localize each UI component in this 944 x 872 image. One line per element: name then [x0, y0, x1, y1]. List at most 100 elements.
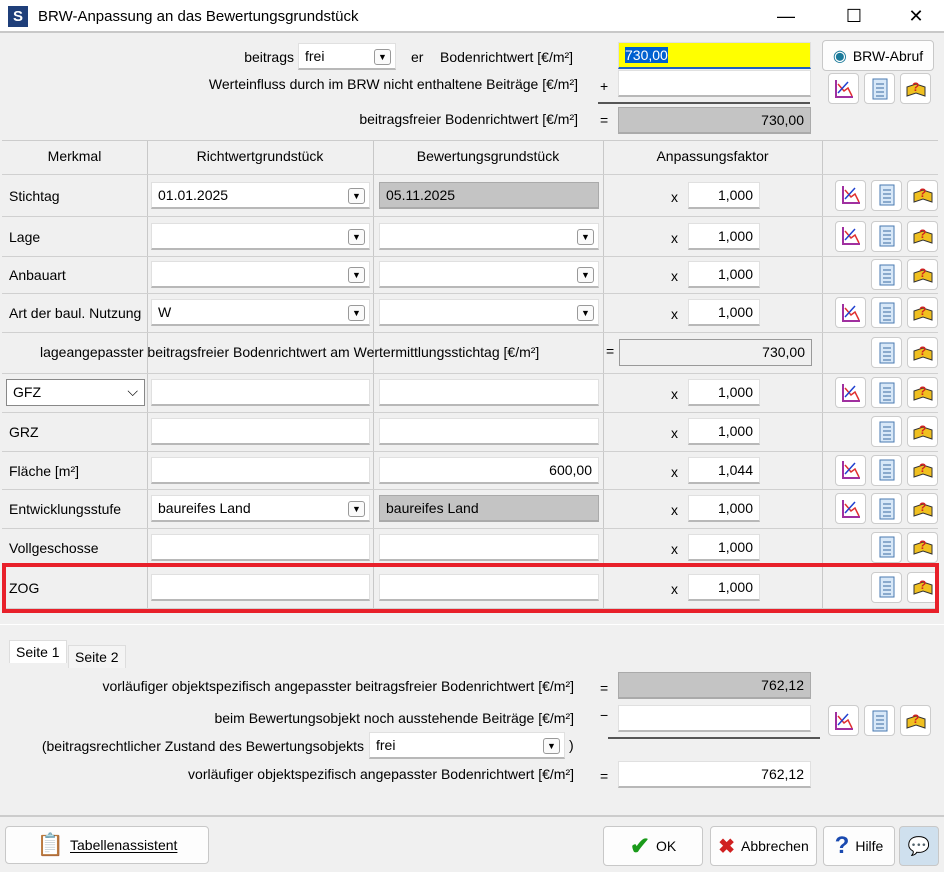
richtwert-field[interactable]: [151, 418, 370, 445]
book-button[interactable]: ?: [900, 705, 931, 736]
minimize-button[interactable]: —: [777, 6, 795, 26]
book-button[interactable]: ?: [907, 571, 938, 603]
chart-button[interactable]: [835, 297, 866, 328]
dropdown-arrow-icon[interactable]: ▼: [348, 305, 365, 321]
list-button[interactable]: [871, 454, 902, 486]
svg-text:?: ?: [919, 538, 926, 552]
row-icon-group: ?: [871, 416, 938, 447]
bottom-icon-group: ?: [828, 705, 931, 736]
list-button[interactable]: [871, 571, 902, 603]
dropdown-arrow-icon[interactable]: ▼: [374, 49, 391, 65]
beitrags-select[interactable]: frei ▼: [298, 43, 396, 70]
dropdown-arrow-icon[interactable]: ▼: [577, 305, 594, 321]
list-icon: [878, 498, 896, 520]
svg-text:?: ?: [919, 266, 926, 280]
merkmal-select[interactable]: GFZ ⌵: [6, 379, 145, 406]
chart-button[interactable]: [835, 179, 866, 211]
chart-button[interactable]: [828, 705, 859, 736]
richtwert-field[interactable]: [151, 379, 370, 406]
svg-text:?: ?: [912, 80, 919, 94]
help-book-icon: ?: [912, 302, 934, 324]
book-button[interactable]: ?: [907, 377, 938, 408]
book-button[interactable]: ?: [907, 337, 938, 368]
book-button[interactable]: ?: [907, 454, 938, 486]
brw-abruf-button[interactable]: ◉ BRW-Abruf: [822, 40, 934, 71]
bewertung-field[interactable]: [379, 533, 599, 561]
dropdown-arrow-icon[interactable]: ▼: [348, 228, 365, 245]
list-button[interactable]: [871, 179, 902, 211]
brw-input[interactable]: 730,00: [618, 42, 811, 69]
werteinfluss-input[interactable]: [618, 70, 811, 97]
chart-button[interactable]: [835, 454, 866, 486]
richtwert-field[interactable]: 01.01.2025 ▼: [151, 181, 370, 209]
richtwert-field[interactable]: ▼: [151, 222, 370, 250]
bewertung-field[interactable]: ▼: [379, 299, 599, 326]
book-button[interactable]: ?: [907, 259, 938, 290]
book-button[interactable]: ?: [907, 531, 938, 563]
richtwert-field[interactable]: [151, 533, 370, 561]
merkmal-label: Art der baul. Nutzung: [9, 305, 142, 321]
richtwert-field[interactable]: W ▼: [151, 299, 370, 326]
tab-seite-1[interactable]: Seite 1: [9, 640, 67, 663]
chart-button[interactable]: [835, 377, 866, 408]
abbrechen-button[interactable]: ✖ Abbrechen: [710, 826, 817, 866]
list-button[interactable]: [871, 259, 902, 290]
richtwert-field[interactable]: [151, 456, 370, 484]
list-button[interactable]: [871, 377, 902, 408]
dropdown-arrow-icon[interactable]: ▼: [348, 501, 365, 517]
dropdown-arrow-icon[interactable]: ▼: [543, 738, 560, 754]
chat-network-button[interactable]: 💬: [899, 826, 939, 866]
book-button[interactable]: ?: [907, 179, 938, 211]
list-icon: [878, 342, 896, 364]
book-button[interactable]: ?: [907, 297, 938, 328]
factor-value: 1,000: [688, 495, 760, 522]
close-button[interactable]: ✕: [908, 6, 924, 26]
dropdown-arrow-icon[interactable]: ▼: [577, 228, 594, 245]
chart-button[interactable]: [835, 493, 866, 524]
hilfe-button[interactable]: ? Hilfe: [823, 826, 895, 866]
list-button[interactable]: [871, 493, 902, 524]
list-button[interactable]: [871, 220, 902, 252]
table-row: Fläche [m²] 600,00 x 1,044?: [2, 451, 938, 489]
help-book-icon: ?: [912, 382, 934, 404]
table-row: Art der baul. Nutzung W ▼ ▼ x 1,000?: [2, 293, 938, 332]
bewertung-field[interactable]: ▼: [379, 261, 599, 288]
chart-button[interactable]: [828, 73, 859, 104]
ausstehend-input[interactable]: [618, 705, 811, 732]
list-button[interactable]: [864, 705, 895, 736]
table-row: Stichtag 01.01.2025 ▼ 05.11.2025 x 1,000?: [2, 174, 938, 216]
zustand-select[interactable]: frei ▼: [369, 732, 565, 759]
list-button[interactable]: [864, 73, 895, 104]
bewertung-field[interactable]: [379, 379, 599, 406]
merkmal-label: Fläche [m²]: [9, 462, 80, 479]
factor-value: 1,000: [688, 299, 760, 326]
bewertung-field[interactable]: [379, 573, 599, 601]
list-button[interactable]: [871, 531, 902, 563]
bewertung-field[interactable]: [379, 418, 599, 445]
book-button[interactable]: ?: [907, 493, 938, 524]
richtwert-field[interactable]: ▼: [151, 261, 370, 288]
tabellenassistent-button[interactable]: 📋 Tabellenassistent: [5, 826, 209, 864]
dropdown-arrow-icon[interactable]: ▼: [348, 267, 365, 283]
list-button[interactable]: [871, 297, 902, 328]
chart-button[interactable]: [835, 220, 866, 252]
help-book-icon: ?: [905, 78, 927, 100]
book-button[interactable]: ?: [900, 73, 931, 104]
list-button[interactable]: [871, 337, 902, 368]
search-globe-icon: ◉: [832, 47, 847, 65]
book-button[interactable]: ?: [907, 220, 938, 252]
bewertung-field[interactable]: 600,00: [379, 456, 599, 484]
dropdown-arrow-icon[interactable]: ▼: [348, 187, 365, 204]
bewertung-field[interactable]: ▼: [379, 222, 599, 250]
final-label: vorläufiger objektspezifisch angepasster…: [188, 766, 574, 782]
ok-button[interactable]: ✔ OK: [603, 826, 703, 866]
list-button[interactable]: [871, 416, 902, 447]
dropdown-arrow-icon[interactable]: ▼: [577, 267, 594, 283]
maximize-button[interactable]: ☐: [845, 6, 863, 26]
book-button[interactable]: ?: [907, 416, 938, 447]
brw-value: 730,00: [625, 47, 668, 63]
richtwert-field[interactable]: [151, 573, 370, 601]
merkmal-label: GRZ: [9, 424, 39, 440]
tab-seite-2[interactable]: Seite 2: [68, 645, 126, 668]
richtwert-field[interactable]: baureifes Land ▼: [151, 495, 370, 522]
